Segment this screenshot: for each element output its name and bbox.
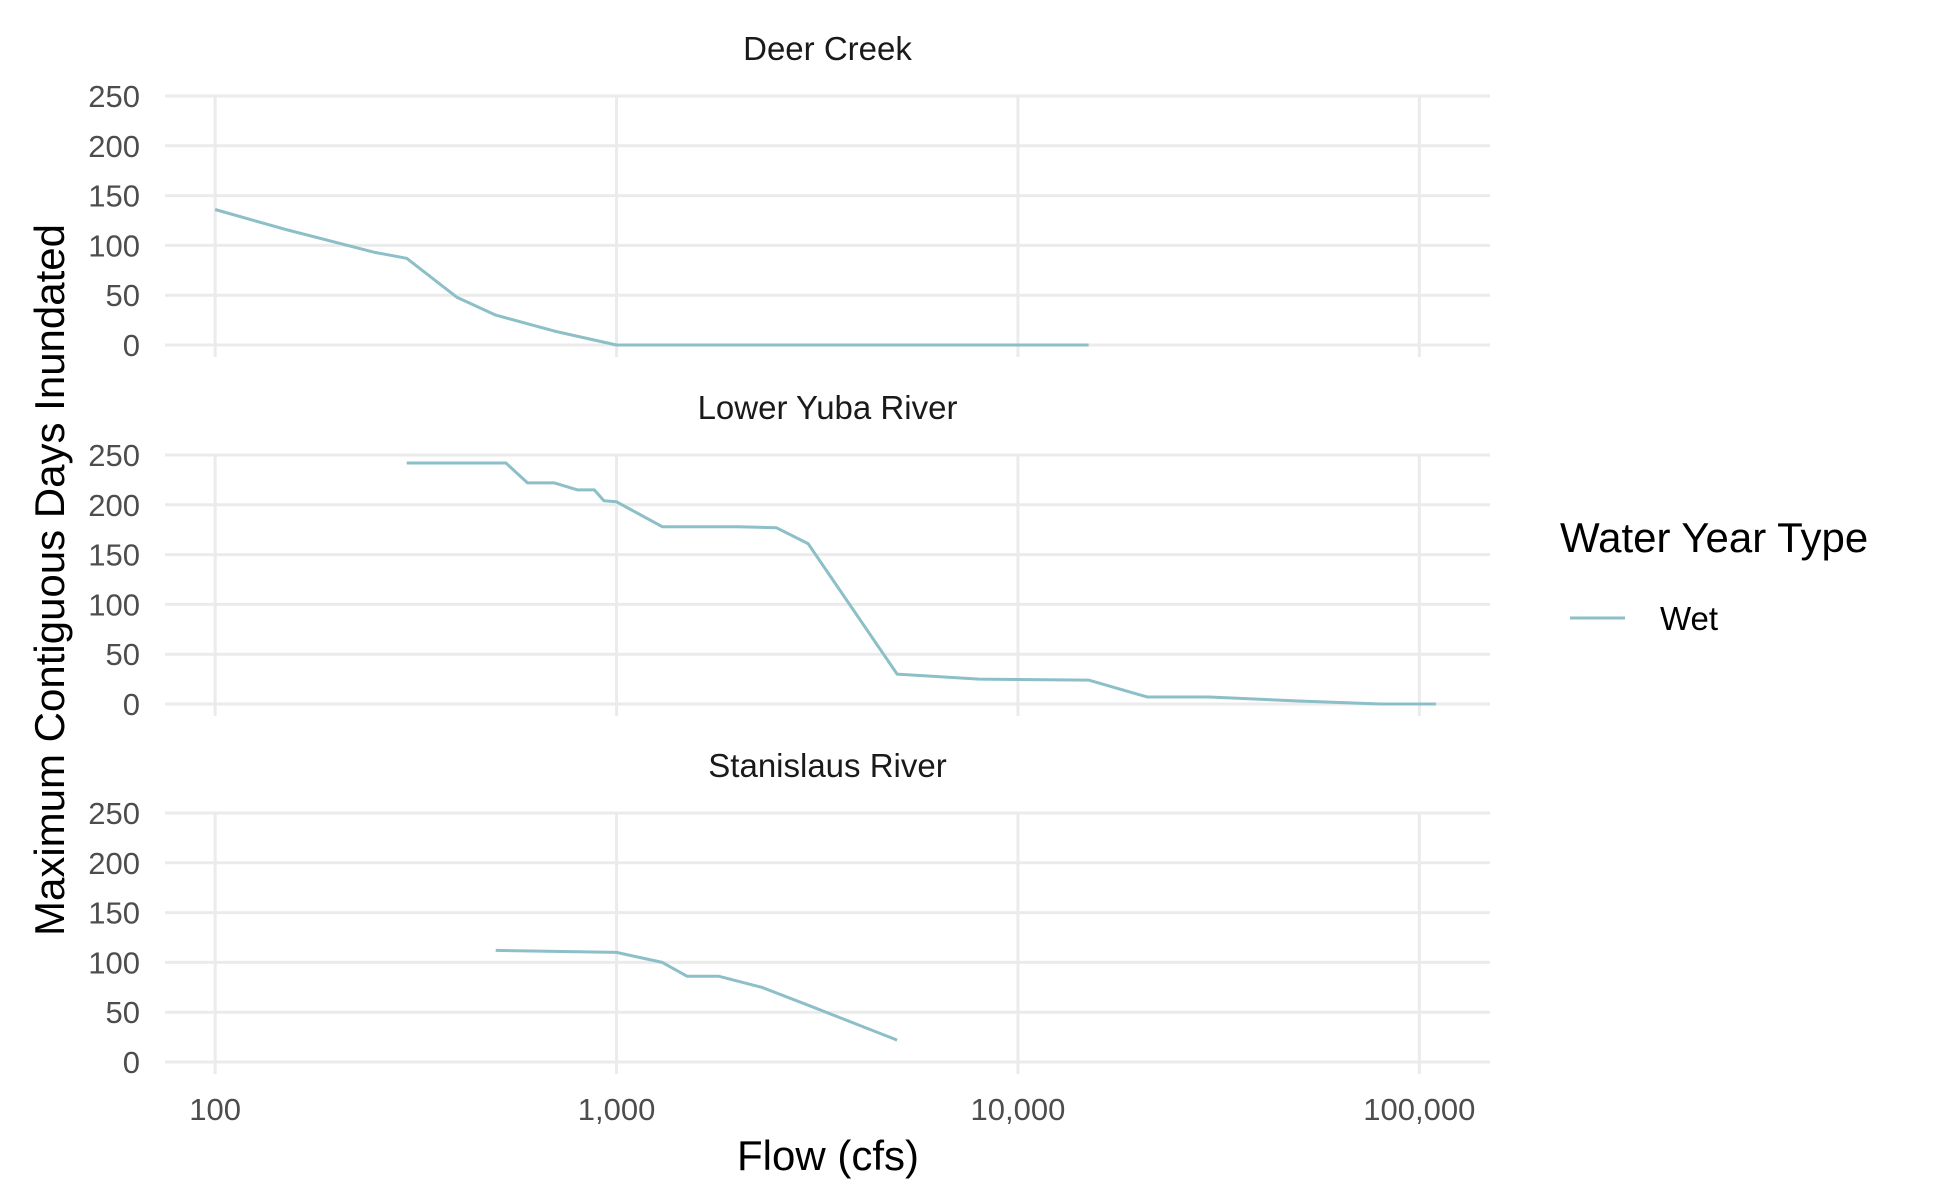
y-tick-label: 0 [123,328,140,363]
y-tick-label: 150 [88,179,140,214]
y-tick-label: 150 [88,896,140,931]
y-tick-label: 200 [88,488,140,523]
series-line-wet [406,461,1436,706]
legend-entries: Wet [1570,600,1718,637]
y-tick-label: 150 [88,538,140,573]
x-tick-label: 100 [189,1092,241,1127]
panel-stanislaus-river: 0 50 100 150 200 250 Stanislaus River [88,747,1490,1080]
series-line-wet [495,948,898,1042]
y-tick-label: 50 [106,637,140,672]
panels-layer: 0 50 100 150 200 250 Deer Creek 0 50 100 150 200 250… [88,30,1490,1127]
x-tick-label: 100,000 [1363,1092,1475,1127]
x-tick-label: 1,000 [578,1092,656,1127]
y-tick-label: 50 [106,995,140,1030]
panel-title: Deer Creek [743,30,912,67]
y-tick-label: 0 [123,687,140,722]
y-tick-label: 100 [88,945,140,980]
panel-deer-creek: 0 50 100 150 200 250 Deer Creek [88,30,1490,363]
y-tick-label: 250 [88,438,140,473]
y-tick-label: 100 [88,587,140,622]
panel-title: Stanislaus River [708,747,946,784]
y-tick-label: 250 [88,796,140,831]
y-tick-label: 50 [106,278,140,313]
legend: Water Year Type Wet [1560,514,1868,637]
x-axis-title: Flow (cfs) [737,1132,919,1179]
y-tick-label: 200 [88,846,140,881]
y-tick-label: 0 [123,1045,140,1080]
panel-title: Lower Yuba River [698,389,958,426]
y-tick-label: 100 [88,228,140,263]
legend-title: Water Year Type [1560,514,1868,561]
y-tick-label: 250 [88,79,140,114]
x-tick-labels: 100 1,000 10,000 100,000 [189,1092,1475,1127]
series-line-wet [214,208,1089,347]
y-axis-title: Maximum Contiguous Days Inundated [26,224,73,936]
panel-lower-yuba-river: 0 50 100 150 200 250 Lower Yuba River [88,389,1490,722]
y-tick-label: 200 [88,129,140,164]
legend-label: Wet [1660,600,1718,637]
x-tick-label: 10,000 [971,1092,1066,1127]
